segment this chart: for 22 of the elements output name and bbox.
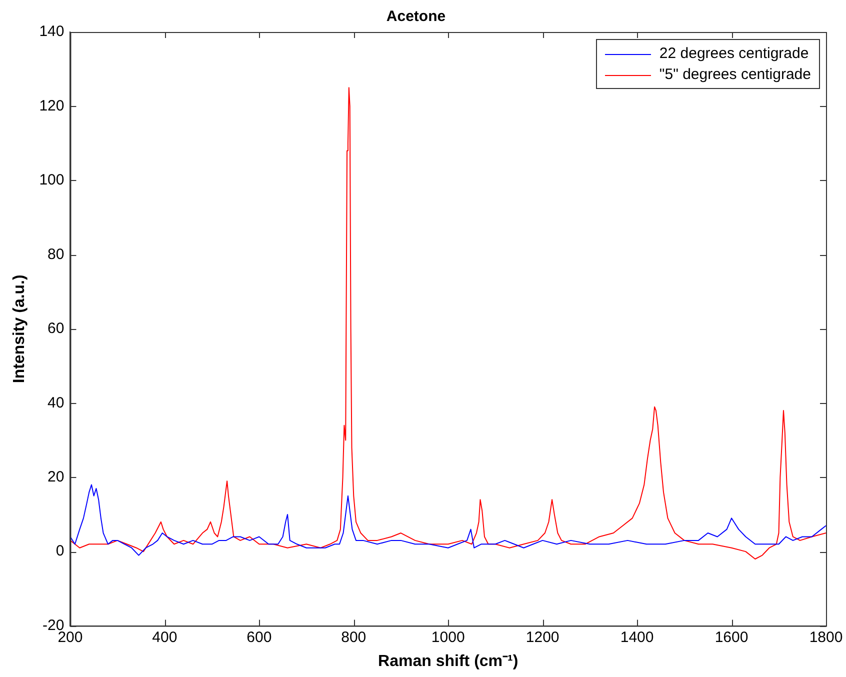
chart-title: Acetone [386, 8, 446, 26]
y-tick-label: 40 [48, 394, 64, 412]
x-tick-label: 1200 [526, 628, 560, 646]
legend-label: 22 degrees centigrade [658, 44, 810, 64]
legend-label: "5" degrees centigrade [658, 65, 811, 85]
x-tick-label: 800 [341, 628, 366, 646]
y-tick-label: 20 [48, 468, 64, 486]
x-axis-title: Raman shift (cm⁻¹) [378, 652, 518, 670]
y-tick-label: 80 [48, 246, 64, 263]
x-tick-label: 1800 [809, 628, 843, 646]
x-tick-label: 200 [58, 628, 83, 646]
y-tick-label: 140 [39, 23, 64, 40]
x-tick-label: 1600 [714, 628, 748, 646]
x-tick-label: 600 [246, 628, 272, 646]
x-tick-label: 1000 [431, 628, 465, 646]
y-tick-label: 60 [48, 320, 64, 338]
y-tick-label: 100 [39, 172, 64, 189]
x-tick-label: 1400 [620, 628, 654, 646]
x-tick-label: 400 [152, 628, 178, 646]
y-tick-label: 120 [39, 97, 64, 114]
y-axis-title: Intensity (a.u.) [11, 274, 28, 384]
y-tick-label: 0 [56, 542, 64, 560]
